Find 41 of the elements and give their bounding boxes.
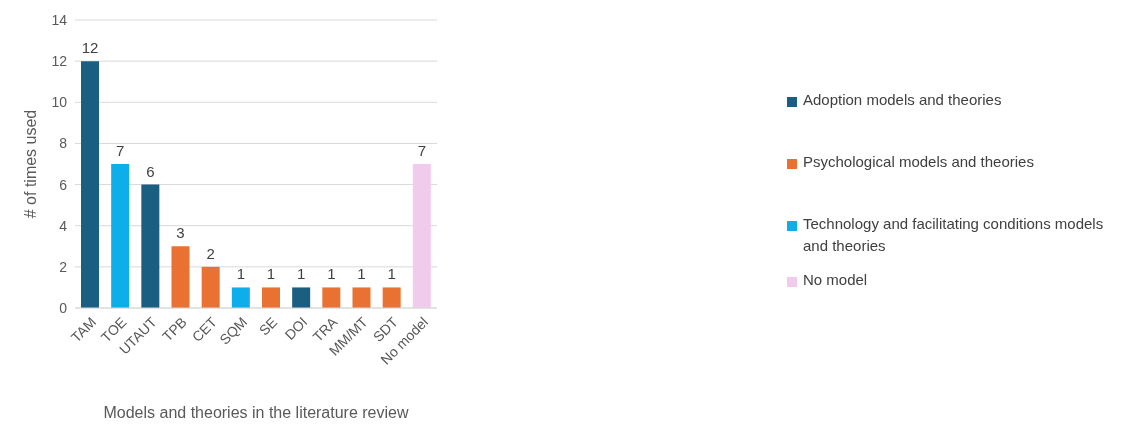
legend-label: No model bbox=[803, 270, 868, 290]
legend-label: Technology and facilitating conditions models and theories bbox=[803, 214, 1105, 256]
bar bbox=[231, 287, 250, 308]
y-tick-label: 0 bbox=[59, 299, 68, 316]
y-tick-label: 4 bbox=[59, 217, 68, 234]
legend-label: Psychological models and theories bbox=[803, 152, 1034, 172]
y-axis-title: # of times used bbox=[21, 109, 39, 219]
x-tick-label: TPB bbox=[159, 313, 190, 345]
bar bbox=[111, 164, 130, 308]
data-label: 12 bbox=[81, 39, 99, 57]
legend-label: Adoption models and theories bbox=[803, 90, 1002, 110]
data-label: 3 bbox=[176, 224, 185, 242]
y-tick-label: 12 bbox=[51, 53, 68, 70]
bar bbox=[171, 246, 190, 308]
y-tick-label: 10 bbox=[51, 94, 68, 111]
data-label: 1 bbox=[387, 265, 396, 283]
y-tick-label: 6 bbox=[59, 176, 68, 193]
x-axis-title: Models and theories in the literature review bbox=[103, 404, 409, 421]
data-label: 1 bbox=[357, 265, 366, 283]
data-label: 1 bbox=[296, 265, 306, 283]
data-label: 1 bbox=[327, 265, 336, 283]
y-tick-label: 8 bbox=[59, 135, 68, 152]
bar bbox=[81, 61, 99, 308]
bar bbox=[292, 287, 311, 308]
y-tick-label: 14 bbox=[51, 11, 68, 28]
data-label: 2 bbox=[206, 244, 215, 262]
bar bbox=[201, 266, 220, 308]
data-label: 1 bbox=[266, 265, 276, 283]
x-tick-label: DOI bbox=[281, 313, 311, 343]
bar bbox=[322, 287, 341, 308]
bar bbox=[412, 164, 431, 308]
bar bbox=[141, 184, 160, 308]
bar bbox=[262, 287, 280, 308]
y-tick-label: 2 bbox=[59, 258, 68, 275]
bar bbox=[382, 287, 401, 308]
data-label: 1 bbox=[236, 265, 246, 283]
x-tick-label: SE bbox=[255, 313, 281, 339]
data-label: 7 bbox=[417, 142, 427, 159]
bar bbox=[352, 287, 371, 308]
data-label: 7 bbox=[115, 142, 125, 159]
data-label: 6 bbox=[146, 162, 155, 180]
